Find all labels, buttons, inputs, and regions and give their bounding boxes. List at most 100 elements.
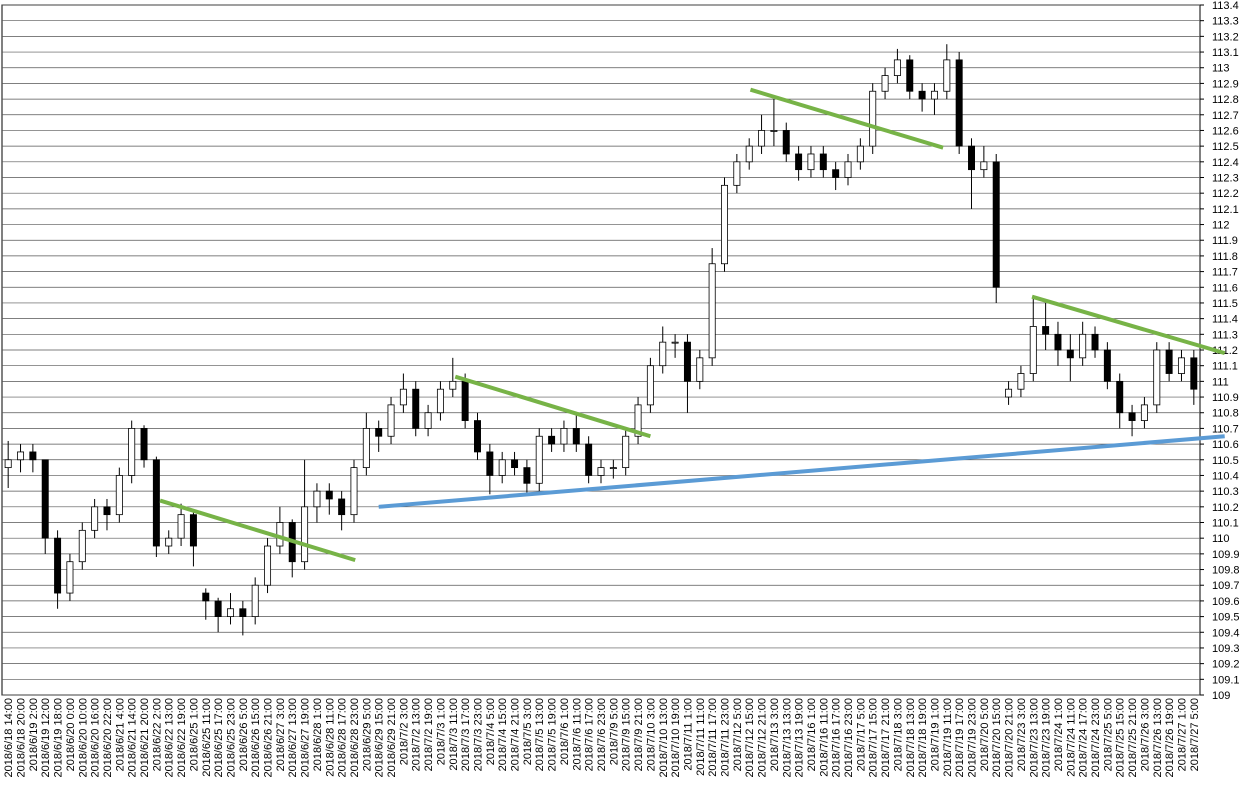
y-tick-label: 112.8 (1212, 94, 1239, 106)
x-tick-label: 2018/7/16 1:00 (806, 698, 818, 771)
x-tick-label: 2018/6/22 19:00 (176, 698, 188, 778)
trend-line (1031, 294, 1226, 356)
candle-body (1103, 349, 1111, 382)
x-tick-label: 2018/7/13 13:00 (781, 698, 793, 778)
x-tick-label: 2018/7/4 5:00 (485, 698, 497, 765)
x-tick-label: 2018/6/20 0:00 (65, 698, 77, 771)
candle-body (313, 490, 321, 508)
y-tick-label: 109.4 (1212, 627, 1240, 639)
candle-body (943, 59, 951, 92)
x-tick-label: 2018/6/26 15:00 (250, 698, 262, 778)
x-tick-label: 2018/7/18 19:00 (917, 698, 929, 778)
y-tick-label: 110.4 (1212, 470, 1239, 482)
candle-body (918, 90, 926, 100)
x-tick-label: 2018/7/24 17:00 (1078, 698, 1090, 778)
candle-body (1116, 380, 1124, 414)
x-tick-label: 2018/7/23 13:00 (1028, 698, 1040, 778)
x-tick-label: 2018/6/21 20:00 (139, 698, 151, 778)
candle-body (955, 59, 963, 147)
candle-body (930, 90, 938, 100)
y-tick-label: 113.4 (1212, 0, 1239, 12)
candle-body (264, 545, 272, 586)
candle-body (1153, 349, 1161, 406)
x-tick-label: 2018/6/25 11:00 (201, 698, 213, 777)
y-tick-label: 111.8 (1212, 251, 1238, 263)
y-tick-label: 109.2 (1212, 659, 1240, 671)
candle-body (202, 592, 210, 602)
x-tick-label: 2018/7/19 17:00 (954, 698, 966, 778)
x-tick-label: 2018/6/25 23:00 (225, 698, 237, 778)
candle-body (1079, 333, 1087, 359)
x-tick-label: 2018/7/17 15:00 (868, 698, 880, 778)
x-tick-label: 2018/7/24 11:00 (1065, 698, 1077, 777)
candle-body (474, 420, 481, 453)
x-tick-label: 2018/7/24 1:00 (1053, 698, 1065, 771)
x-tick-label: 2018/7/11 11:00 (695, 698, 707, 776)
x-tick-label: 2018/7/26 13:00 (1152, 698, 1164, 778)
candle-body (177, 514, 185, 539)
y-tick-label: 112.3 (1212, 173, 1239, 185)
x-tick-label: 2018/7/9 21:00 (633, 698, 645, 771)
trend-line (749, 87, 944, 150)
y-tick-label: 111.7 (1212, 267, 1238, 279)
x-tick-label: 2018/7/4 21:00 (510, 698, 522, 771)
x-tick-label: 2018/7/9 15:00 (621, 698, 633, 771)
candle-body (597, 467, 605, 476)
y-tick-label: 110.1 (1212, 518, 1239, 530)
x-tick-label: 2018/7/2 3:00 (398, 698, 410, 765)
x-tick-label: 2018/6/21 4:00 (114, 698, 126, 771)
x-tick-label: 2018/6/18 20:00 (16, 698, 28, 778)
candle-body (362, 428, 370, 469)
y-tick-label: 109.6 (1212, 596, 1240, 608)
candle-body (795, 153, 803, 171)
y-tick-label: 111.9 (1212, 235, 1238, 247)
y-tick-label: 109.1 (1212, 674, 1240, 686)
candle-body (78, 529, 86, 563)
candle-body (1005, 388, 1013, 398)
y-tick-label: 109 (1212, 690, 1230, 702)
y-tick-label: 112 (1212, 220, 1230, 232)
candle-body (412, 388, 420, 429)
x-tick-label: 2018/6/19 12:00 (40, 698, 52, 778)
candle-body (29, 451, 37, 461)
y-tick-label: 112.2 (1212, 188, 1239, 200)
x-tick-label: 2018/6/28 23:00 (349, 698, 361, 778)
candle-body (301, 506, 309, 563)
candle-body (646, 365, 654, 406)
candle-body (856, 145, 864, 163)
x-tick-label: 2018/7/26 3:00 (1139, 698, 1151, 771)
x-tick-label: 2018/6/28 11:00 (324, 698, 336, 777)
x-tick-label: 2018/7/20 15:00 (991, 698, 1003, 778)
x-tick-label: 2018/6/19 2:00 (28, 698, 40, 771)
candle-body (449, 380, 457, 390)
x-tick-label: 2018/7/11 17:00 (707, 698, 719, 777)
candle-body (1054, 333, 1062, 351)
x-tick-label: 2018/7/13 3:00 (769, 698, 781, 771)
x-tick-label: 2018/7/11 1:00 (682, 698, 694, 771)
x-tick-label: 2018/6/18 14:00 (3, 698, 15, 778)
candle-body (350, 467, 358, 516)
x-tick-label: 2018/6/22 2:00 (151, 698, 163, 771)
x-tick-label: 2018/7/17 5:00 (855, 698, 867, 771)
x-tick-label: 2018/7/25 21:00 (1127, 698, 1139, 778)
candle-body (226, 608, 234, 617)
candle-body (807, 153, 815, 171)
candle-body (1066, 349, 1074, 359)
candle-body (881, 75, 889, 92)
candle-body (696, 357, 704, 382)
candle-body (523, 467, 531, 484)
x-tick-label: 2018/7/16 23:00 (843, 698, 855, 778)
x-tick-label: 2018/7/3 17:00 (460, 698, 472, 771)
y-tick-label: 111.5 (1212, 298, 1238, 310)
x-tick-label: 2018/6/27 13:00 (287, 698, 299, 778)
candle-body (708, 263, 716, 359)
x-tick-label: 2018/7/20 5:00 (979, 698, 991, 771)
candle-body (844, 161, 852, 178)
x-tick-label: 2018/7/23 3:00 (1016, 698, 1028, 771)
candle-body (535, 435, 543, 484)
x-tick-label: 2018/7/16 11:00 (818, 698, 830, 777)
x-tick-label: 2018/7/17 21:00 (880, 698, 892, 778)
candle-body (1091, 333, 1099, 351)
candle-body (399, 388, 407, 406)
